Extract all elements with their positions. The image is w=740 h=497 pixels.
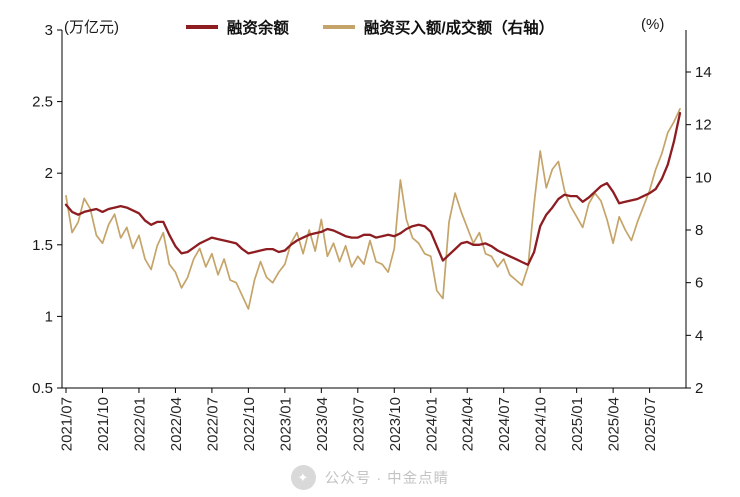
svg-text:2022/10: 2022/10 <box>241 397 258 451</box>
svg-text:4: 4 <box>695 327 703 344</box>
svg-text:2022/07: 2022/07 <box>204 397 221 451</box>
svg-text:10: 10 <box>695 169 712 186</box>
svg-text:2022/01: 2022/01 <box>131 397 148 451</box>
svg-text:1: 1 <box>45 308 53 325</box>
svg-text:2024/04: 2024/04 <box>460 397 477 451</box>
svg-text:0.5: 0.5 <box>32 380 53 397</box>
legend: 融资余额 融资买入额/成交额（右轴） <box>0 16 740 38</box>
right-axis-unit-label: (%) <box>641 16 665 33</box>
svg-text:2025/04: 2025/04 <box>606 397 623 451</box>
svg-text:2022/04: 2022/04 <box>168 397 185 451</box>
axes: 0.5 1 1.5 2 2.5 3 2 4 6 8 10 12 14 2021/07 2021/10 2022… <box>32 22 712 451</box>
svg-text:2021/10: 2021/10 <box>95 397 112 451</box>
svg-text:2024/01: 2024/01 <box>423 397 440 451</box>
svg-text:2024/07: 2024/07 <box>496 397 513 451</box>
svg-text:2.5: 2.5 <box>32 94 53 111</box>
legend-item-margin-balance: 融资余额 <box>185 16 289 38</box>
legend-label-margin-balance: 融资余额 <box>226 20 289 37</box>
svg-text:2: 2 <box>45 165 53 182</box>
svg-text:2023/10: 2023/10 <box>387 397 404 451</box>
watermark-logo-icon: ✦ <box>290 465 316 490</box>
legend-swatch-margin-balance <box>185 25 218 29</box>
watermark: ✦ 公众号 · 中金点睛 <box>0 465 740 490</box>
series-line-1 <box>65 108 681 310</box>
svg-text:2021/07: 2021/07 <box>59 397 76 451</box>
watermark-text: 公众号 · 中金点睛 <box>324 471 450 487</box>
svg-text:8: 8 <box>695 222 703 239</box>
legend-item-buy-turnover-ratio: 融资买入额/成交额（右轴） <box>322 16 555 38</box>
legend-label-buy-turnover-ratio: 融资买入额/成交额（右轴） <box>363 20 555 37</box>
svg-text:2025/01: 2025/01 <box>569 397 586 451</box>
svg-text:1.5: 1.5 <box>32 237 53 254</box>
left-axis-unit-label: (万亿元) <box>64 19 119 36</box>
series-line-0 <box>64 111 682 266</box>
svg-text:2025/07: 2025/07 <box>642 397 659 451</box>
svg-text:3: 3 <box>45 22 53 39</box>
svg-text:2: 2 <box>695 380 703 397</box>
legend-swatch-buy-turnover-ratio <box>322 25 355 29</box>
svg-text:6: 6 <box>695 275 703 292</box>
svg-text:2023/01: 2023/01 <box>277 397 294 451</box>
svg-text:14: 14 <box>695 64 712 81</box>
svg-text:12: 12 <box>695 117 712 134</box>
svg-text:2023/07: 2023/07 <box>350 397 367 451</box>
svg-text:2024/10: 2024/10 <box>533 397 550 451</box>
svg-text:2023/04: 2023/04 <box>314 397 331 451</box>
